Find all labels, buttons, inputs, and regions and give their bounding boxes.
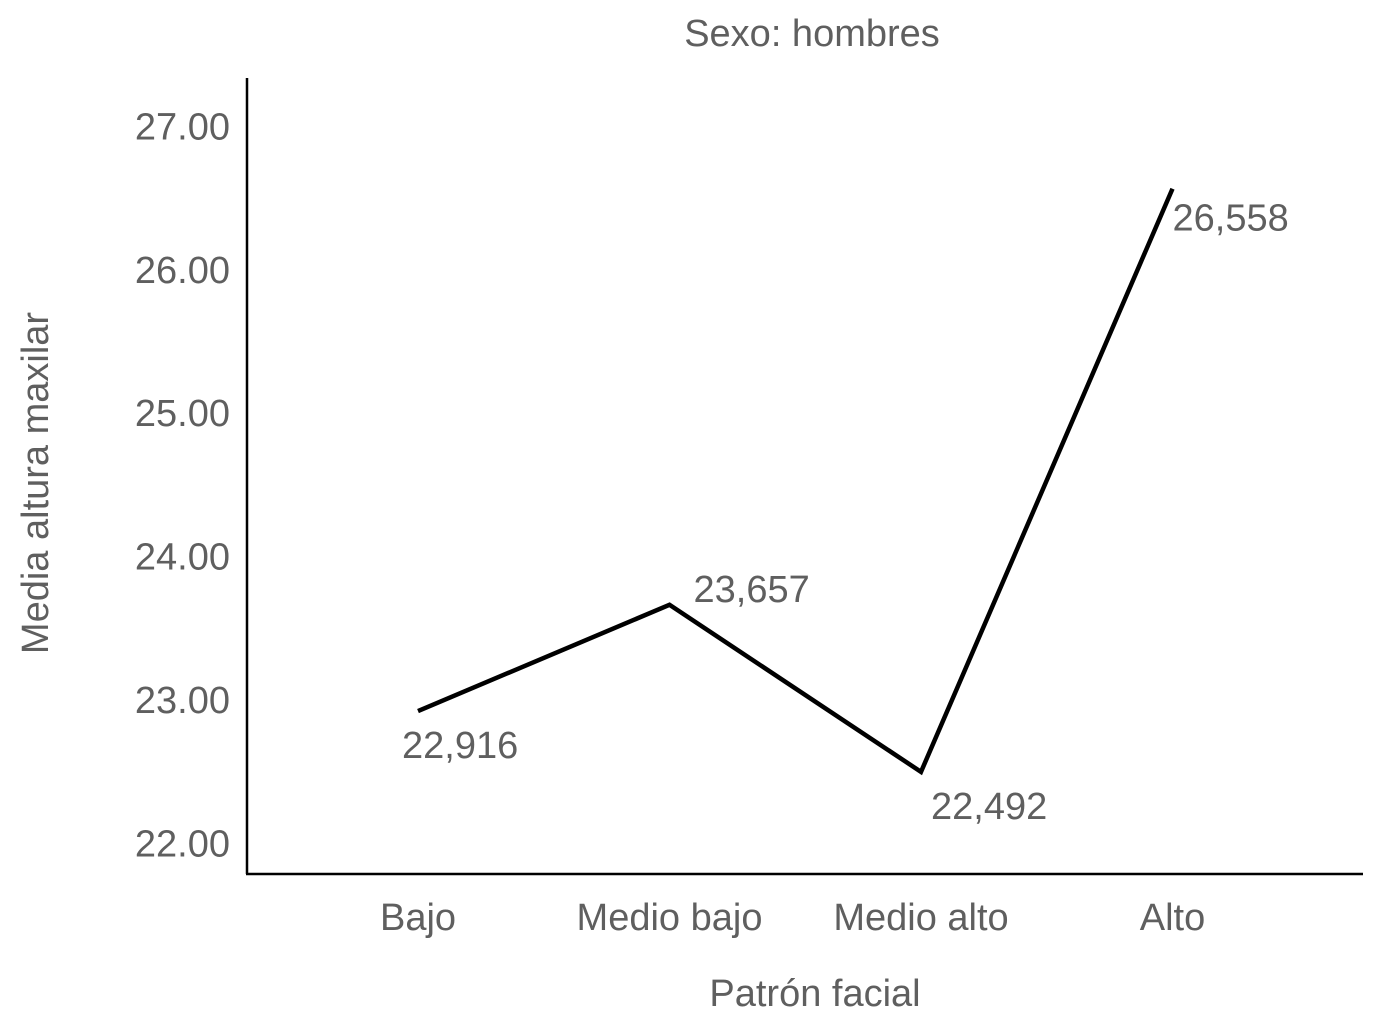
y-axis-title: Media altura maxilar [15,312,57,654]
data-label: 23,657 [694,569,810,611]
y-tick-labels: 22.00 23.00 24.00 25.00 26.00 27.00 [135,106,230,865]
data-labels: 22,916 23,657 22,492 26,558 [402,198,1289,828]
x-tick-label: Bajo [380,897,456,939]
y-tick-label: 23.00 [135,680,230,722]
data-label: 22,492 [931,786,1047,828]
chart-title: Sexo: hombres [684,13,940,55]
y-tick-label: 27.00 [135,106,230,148]
x-tick-label: Medio bajo [577,897,763,939]
y-tick-label: 24.00 [135,537,230,579]
x-tick-label: Medio alto [833,897,1008,939]
data-label: 22,916 [402,725,518,767]
series-line [417,187,1175,776]
x-axis-title: Patrón facial [709,973,920,1015]
x-tick-label: Alto [1140,897,1205,939]
y-tick-label: 26.00 [135,250,230,292]
y-tick-label: 25.00 [135,393,230,435]
y-tick-label: 22.00 [135,823,230,865]
data-label: 26,558 [1173,198,1289,240]
x-tick-labels: Bajo Medio bajo Medio alto Alto [380,897,1205,939]
